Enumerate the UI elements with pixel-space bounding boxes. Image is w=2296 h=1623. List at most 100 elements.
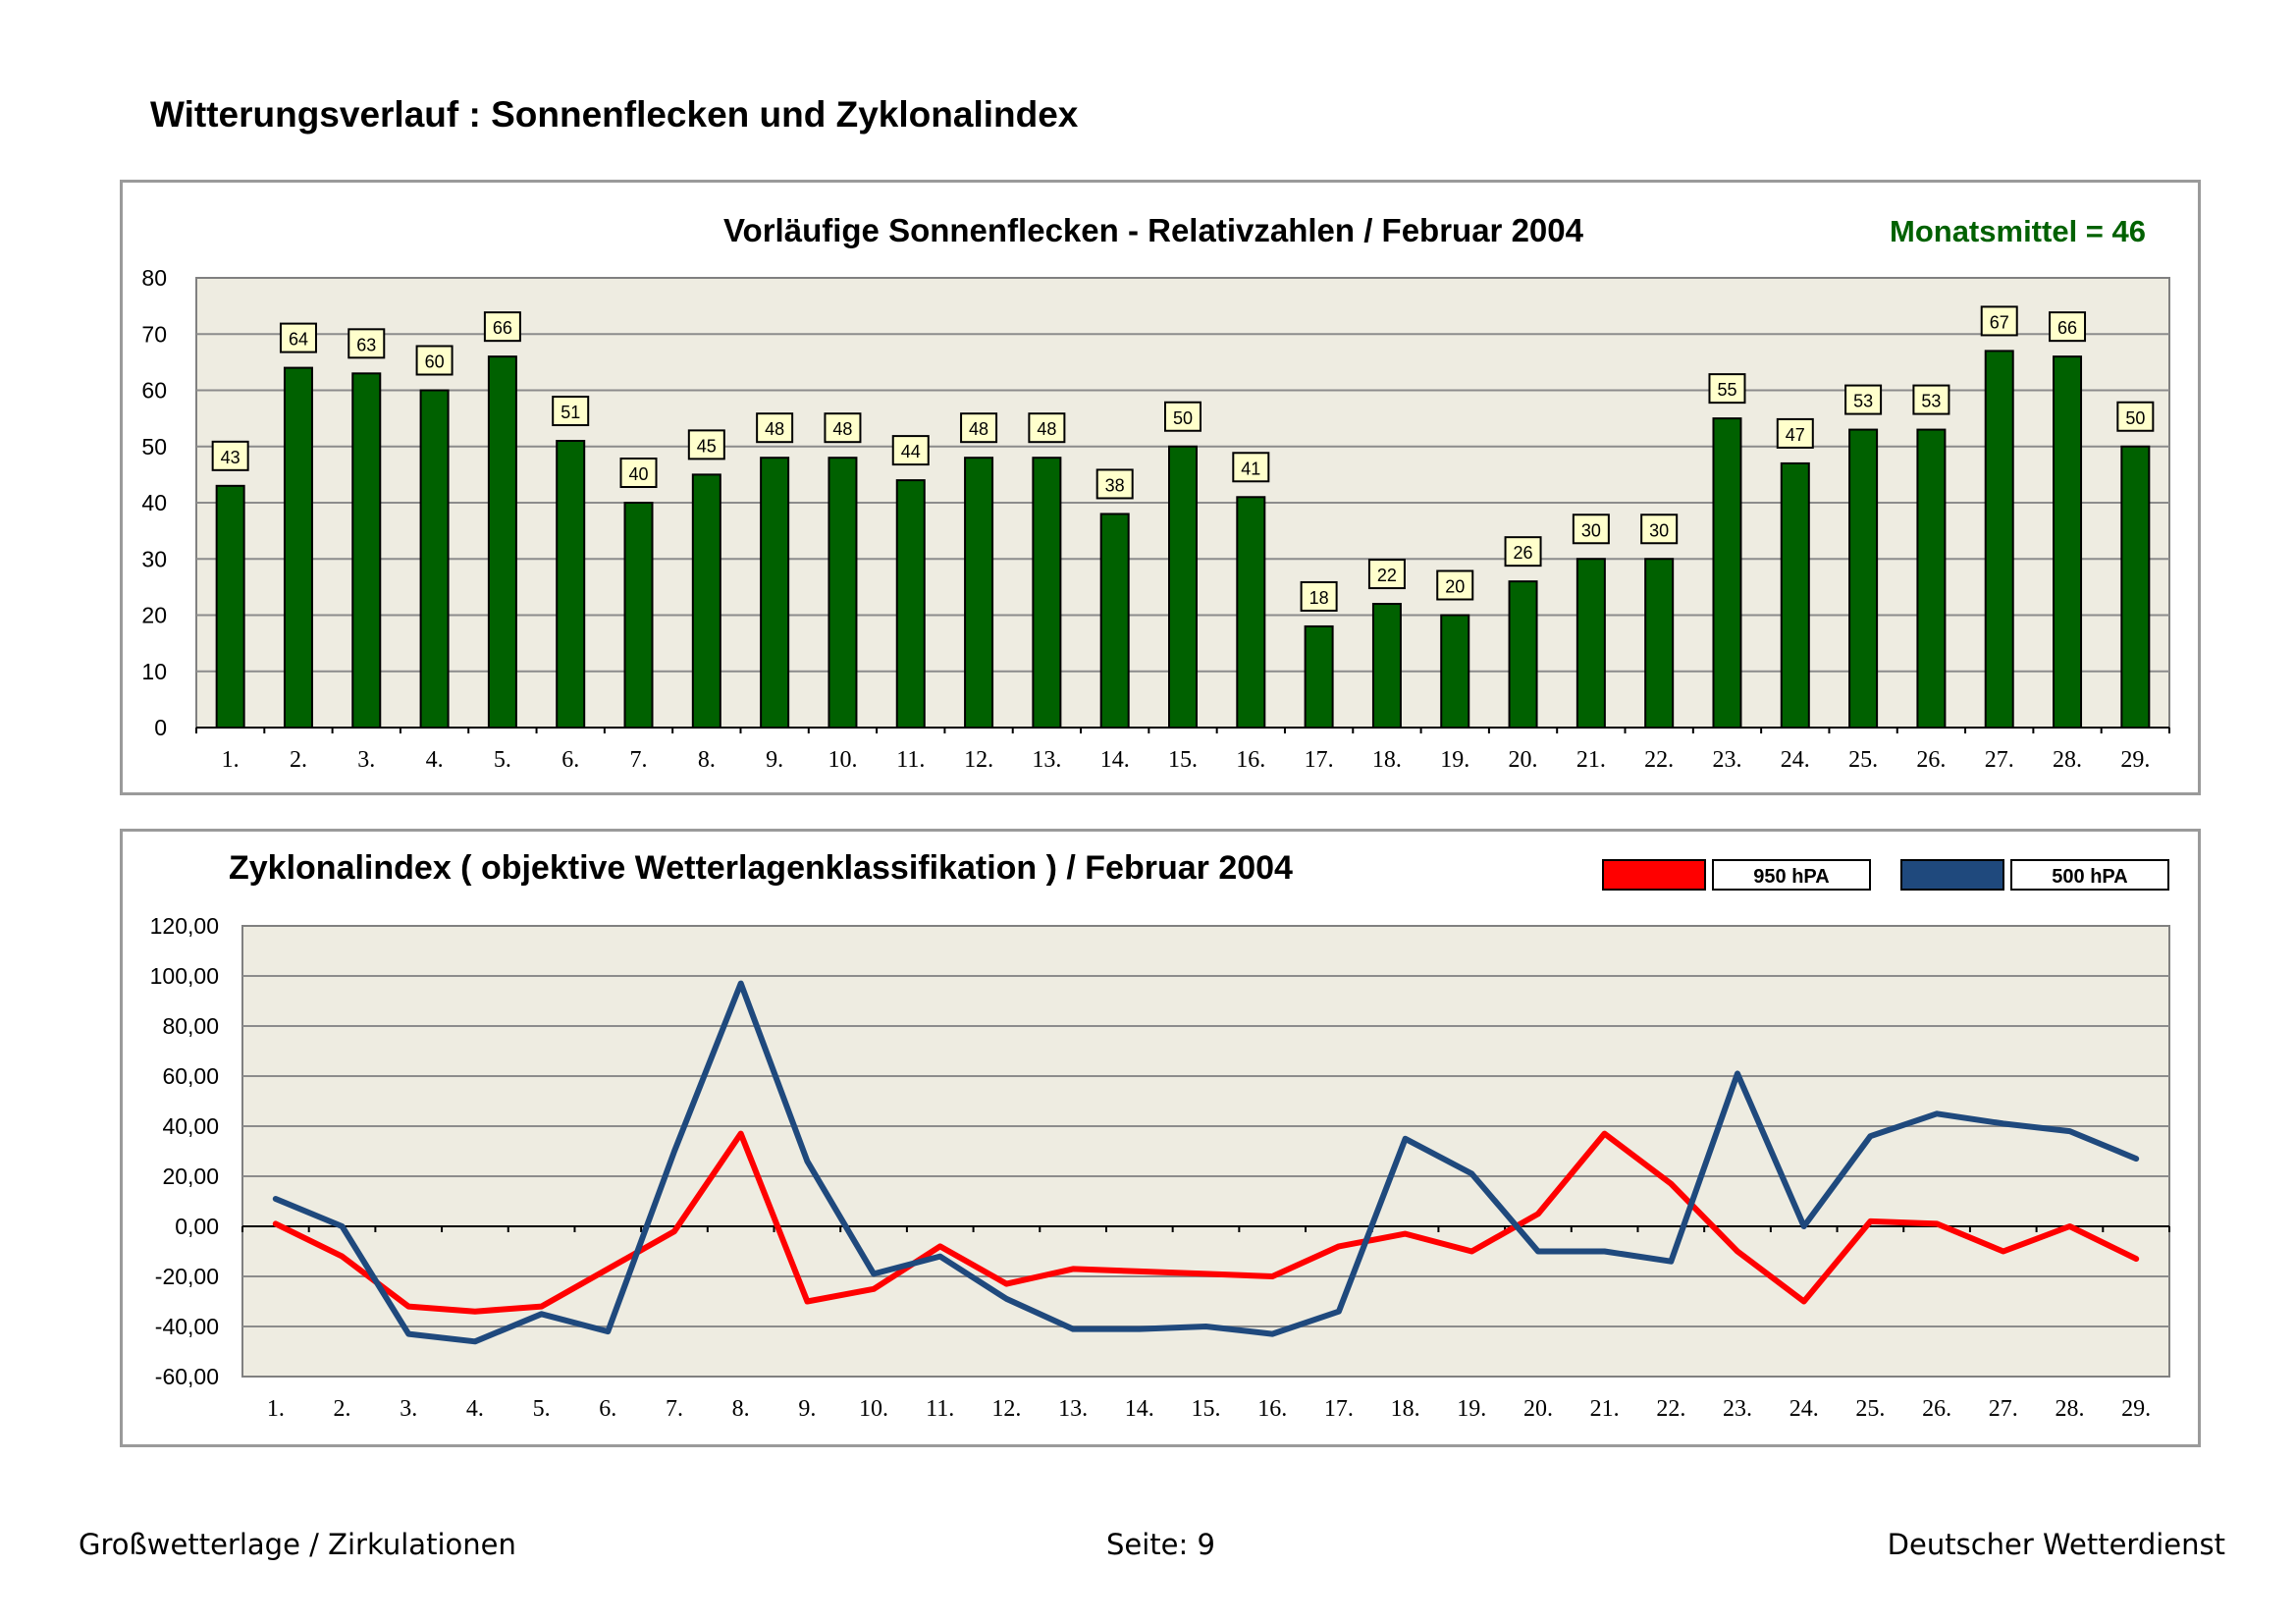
x-tick-label: 2. bbox=[334, 1396, 351, 1422]
y-tick-label: 50 bbox=[141, 434, 167, 460]
data-label: 50 bbox=[1173, 408, 1193, 428]
page-title: Witterungsverlauf : Sonnenflecken und Zy… bbox=[150, 94, 1079, 135]
data-label-box bbox=[1844, 384, 1883, 415]
legend-label-box bbox=[2010, 859, 2169, 891]
data-label-box bbox=[1572, 514, 1610, 545]
data-label-box bbox=[960, 412, 998, 444]
bar bbox=[623, 502, 654, 729]
x-tick-label: 5. bbox=[494, 747, 511, 773]
data-label-box bbox=[824, 412, 862, 444]
x-tick-label: 11. bbox=[926, 1396, 954, 1422]
bar bbox=[419, 389, 450, 729]
bar bbox=[828, 457, 858, 729]
bar bbox=[1712, 417, 1742, 729]
data-label-box bbox=[1640, 514, 1679, 545]
legend-label: 950 hPA bbox=[1753, 866, 1829, 888]
bar bbox=[2053, 355, 2083, 729]
x-tick-label: 20. bbox=[1523, 1396, 1553, 1422]
x-tick-label: 3. bbox=[400, 1396, 417, 1422]
x-tick-label: 22. bbox=[1644, 747, 1674, 773]
x-tick-label: 13. bbox=[1032, 747, 1061, 773]
data-label: 66 bbox=[2057, 318, 2077, 338]
data-label-box bbox=[1164, 401, 1201, 432]
data-label-box bbox=[891, 435, 930, 466]
data-label-box bbox=[1300, 580, 1338, 612]
series-line-950-hpa bbox=[272, 1130, 2140, 1315]
bar bbox=[1236, 496, 1266, 729]
x-tick-label: 23. bbox=[1712, 747, 1741, 773]
y-tick-label: 40,00 bbox=[162, 1113, 219, 1139]
chart-title: Zyklonalindex ( objektive Wetterlagenkla… bbox=[229, 849, 1293, 887]
x-tick-label: 23. bbox=[1723, 1396, 1752, 1422]
data-label: 40 bbox=[629, 464, 649, 484]
bar bbox=[1575, 558, 1606, 729]
bar bbox=[215, 484, 245, 730]
cyclonal-index-chart: Zyklonalindex ( objektive Wetterlagenkla… bbox=[150, 849, 2170, 1422]
data-label-box bbox=[1912, 384, 1950, 415]
y-tick-label: 80 bbox=[141, 265, 167, 291]
x-tick-label: 17. bbox=[1324, 1396, 1354, 1422]
x-tick-label: 15. bbox=[1192, 1396, 1221, 1422]
monthly-mean-label: Monatsmittel = 46 bbox=[1890, 214, 2146, 248]
bar bbox=[2120, 445, 2151, 729]
data-label: 66 bbox=[493, 318, 512, 338]
data-label: 30 bbox=[1649, 520, 1669, 540]
data-label-box bbox=[347, 328, 386, 359]
data-label: 51 bbox=[561, 403, 580, 422]
y-tick-label: 60,00 bbox=[162, 1063, 219, 1089]
y-tick-label: 100,00 bbox=[150, 963, 219, 989]
data-label: 55 bbox=[1717, 380, 1736, 400]
bar bbox=[1440, 614, 1470, 729]
data-label-box bbox=[1504, 536, 1542, 568]
x-tick-label: 20. bbox=[1509, 747, 1538, 773]
x-tick-label: 24. bbox=[1781, 747, 1810, 773]
data-label-box bbox=[2049, 311, 2087, 343]
data-label-box bbox=[1028, 412, 1066, 444]
x-tick-label: 26. bbox=[1922, 1396, 1951, 1422]
x-tick-label: 29. bbox=[2120, 747, 2150, 773]
y-tick-label: 10 bbox=[141, 659, 167, 684]
x-tick-label: 21. bbox=[1590, 1396, 1620, 1422]
bar bbox=[1984, 350, 2014, 730]
y-tick-label: 60 bbox=[141, 378, 167, 404]
x-tick-label: 15. bbox=[1168, 747, 1198, 773]
bar bbox=[1099, 513, 1130, 730]
x-tick-label: 6. bbox=[561, 747, 579, 773]
data-label: 48 bbox=[1037, 419, 1056, 439]
data-label: 43 bbox=[221, 448, 240, 467]
y-tick-label: 30 bbox=[141, 546, 167, 571]
data-label-box bbox=[1367, 559, 1406, 590]
data-label-box bbox=[2116, 401, 2155, 432]
x-tick-label: 7. bbox=[666, 1396, 683, 1422]
x-tick-label: 7. bbox=[630, 747, 648, 773]
data-label: 45 bbox=[697, 436, 717, 456]
y-tick-label: 0 bbox=[154, 715, 167, 740]
data-label: 60 bbox=[425, 352, 445, 372]
data-label: 38 bbox=[1105, 475, 1125, 495]
data-label-box bbox=[1776, 417, 1814, 449]
bar bbox=[1916, 428, 1947, 729]
sunspot-chart: Vorläufige Sonnenflecken - Relativzahlen… bbox=[141, 212, 2170, 773]
bar bbox=[1168, 445, 1198, 729]
data-label: 64 bbox=[289, 330, 308, 350]
x-tick-label: 29. bbox=[2121, 1396, 2151, 1422]
x-tick-label: 11. bbox=[896, 747, 925, 773]
x-tick-label: 8. bbox=[732, 1396, 750, 1422]
bar bbox=[760, 457, 790, 729]
bar bbox=[691, 473, 721, 729]
x-tick-label: 13. bbox=[1058, 1396, 1088, 1422]
y-tick-label: 40 bbox=[141, 490, 167, 515]
y-tick-label: 70 bbox=[141, 321, 167, 347]
y-tick-label: 20,00 bbox=[162, 1163, 219, 1189]
data-label: 63 bbox=[356, 335, 376, 354]
bar bbox=[1508, 580, 1538, 729]
bar bbox=[1304, 624, 1334, 730]
series-line-500-hpa bbox=[272, 980, 2140, 1345]
x-tick-label: 16. bbox=[1236, 747, 1265, 773]
data-label: 48 bbox=[969, 419, 988, 439]
data-label: 48 bbox=[765, 419, 784, 439]
x-tick-label: 25. bbox=[1855, 1396, 1885, 1422]
bar bbox=[1032, 457, 1062, 729]
x-tick-label: 12. bbox=[964, 747, 993, 773]
data-label-box bbox=[1436, 569, 1474, 601]
